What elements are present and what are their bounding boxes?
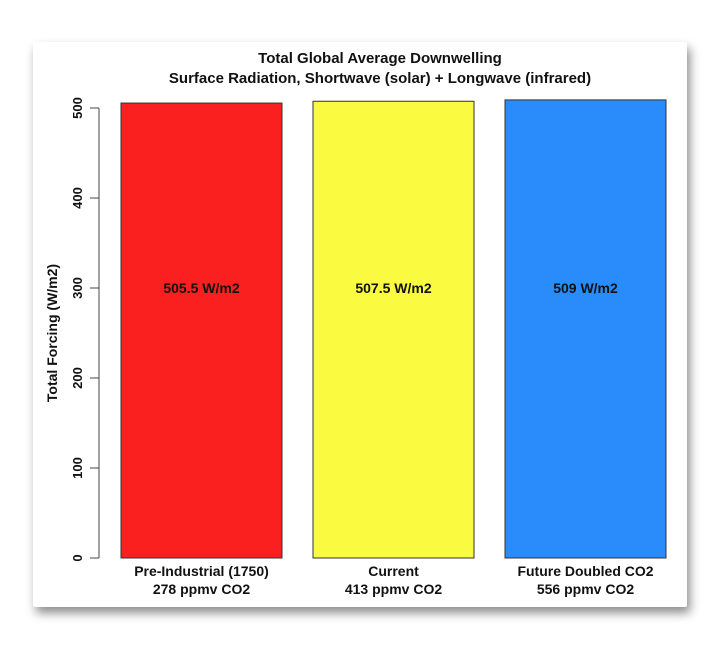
chart-title-line-2: Surface Radiation, Shortwave (solar) + L…: [169, 70, 591, 87]
bar: [312, 100, 475, 559]
x-category-label: Pre-Industrial (1750): [134, 563, 269, 579]
x-category-sublabel: 278 ppmv CO2: [153, 581, 250, 597]
y-tick-label: 0: [70, 554, 85, 561]
y-tick-label: 500: [70, 97, 85, 119]
x-category-label: Current: [368, 563, 419, 579]
bar-value-label: 507.5 W/m2: [355, 280, 431, 296]
bar-value-label: 505.5 W/m2: [163, 280, 239, 296]
x-category-sublabel: 556 ppmv CO2: [537, 581, 634, 597]
x-category-label: Future Doubled CO2: [517, 563, 653, 579]
bar: [120, 102, 283, 559]
y-axis: 0 100 200 300 400 500: [70, 97, 100, 562]
y-tick-label: 200: [70, 367, 85, 389]
x-category-sublabel: 413 ppmv CO2: [345, 581, 442, 597]
bars: 505.5 W/m2 Pre-Industrial (1750) 278 ppmv …: [120, 99, 667, 597]
y-tick-label: 300: [70, 277, 85, 299]
bar-value-label: 509 W/m2: [553, 280, 618, 296]
y-tick-label: 100: [70, 457, 85, 479]
bar: [504, 99, 667, 559]
chart-title-line-1: Total Global Average Downwelling: [258, 50, 502, 67]
y-axis-label: Total Forcing (W/m2): [44, 264, 60, 402]
y-tick-label: 400: [70, 187, 85, 209]
